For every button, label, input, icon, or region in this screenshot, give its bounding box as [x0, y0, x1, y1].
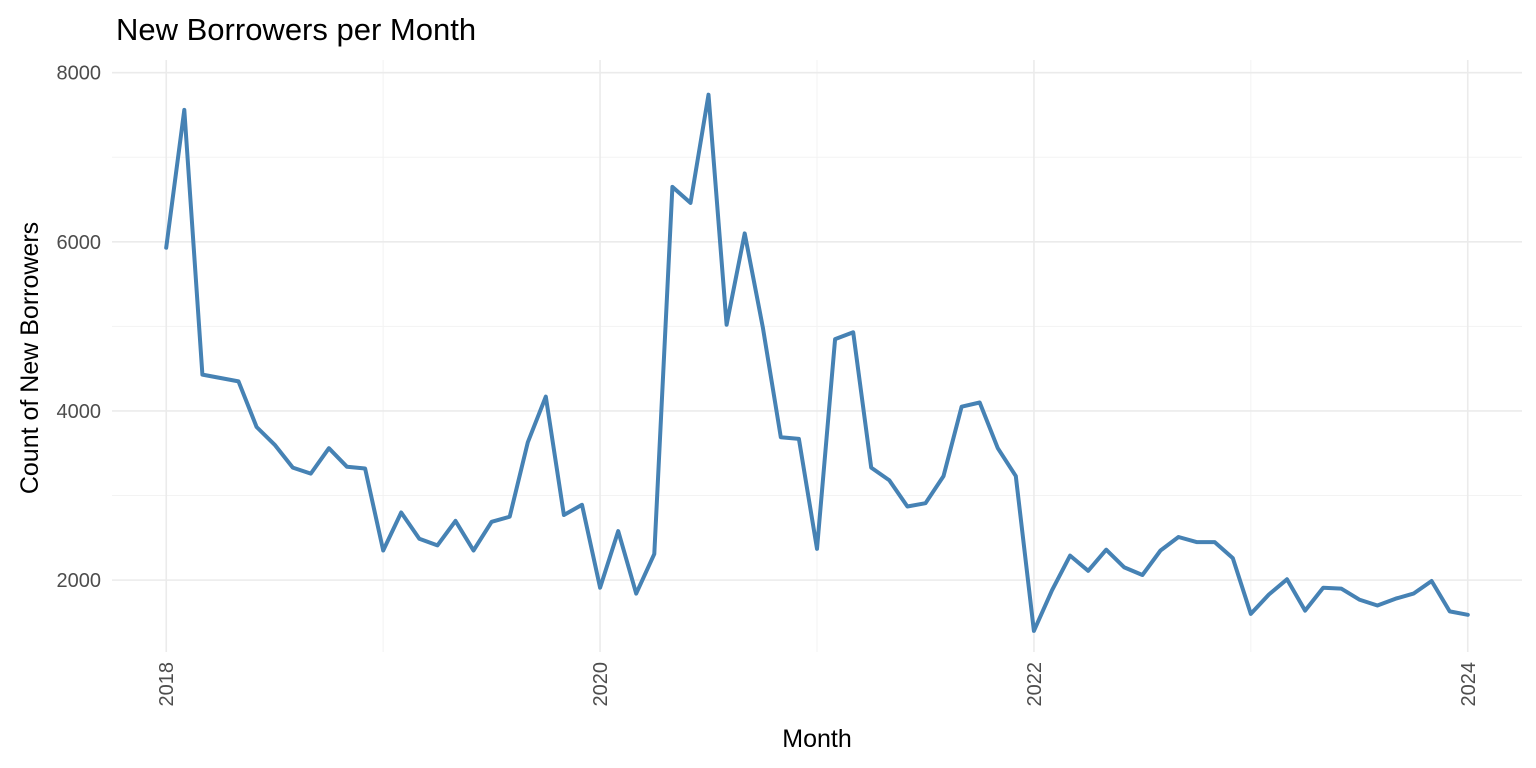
x-tick-label: 2024 [1458, 662, 1480, 707]
major-grid [112, 60, 1522, 652]
x-tick-label: 2018 [156, 662, 178, 707]
series-line [164, 92, 1470, 633]
x-axis-title: Month [782, 725, 851, 753]
x-axis-tick-labels: 2018 2020 2022 2024 [156, 662, 1480, 707]
y-axis-title: Count of New Borrowers [16, 222, 44, 494]
y-tick-label: 4000 [57, 401, 102, 423]
chart-title: New Borrowers per Month [116, 12, 476, 47]
y-tick-label: 6000 [57, 232, 102, 254]
y-axis-tick-labels: 2000 4000 6000 8000 [57, 63, 102, 592]
x-tick-label: 2022 [1024, 662, 1046, 707]
y-tick-label: 2000 [57, 570, 102, 592]
minor-grid [112, 60, 1522, 652]
y-tick-label: 8000 [57, 63, 102, 85]
x-tick-label: 2020 [590, 662, 612, 707]
